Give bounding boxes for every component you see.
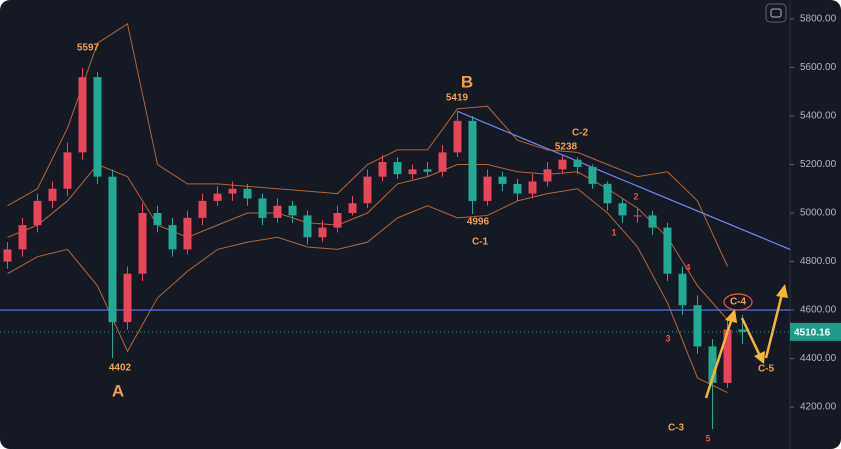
y-tick-label: 4800.00 (800, 256, 837, 267)
candle-body (243, 188, 252, 199)
y-tick-label: 5600.00 (800, 62, 837, 73)
candle-body (423, 169, 432, 172)
candle-body (258, 198, 267, 218)
candle-body (168, 225, 177, 250)
candle-body (408, 169, 417, 175)
candle-body (303, 215, 312, 238)
wave-label: B (461, 72, 473, 91)
y-tick-label: 5400.00 (800, 111, 837, 122)
y-tick-label: 5000.00 (800, 208, 837, 219)
candle-body (393, 162, 402, 175)
y-tick-label: 5800.00 (800, 14, 837, 25)
candle-body (723, 329, 732, 383)
candle-body (378, 162, 387, 177)
candle-body (63, 152, 72, 189)
candle-body (138, 213, 147, 274)
wave-label: 4996 (467, 217, 490, 228)
price-tag-label: 4510.16 (794, 327, 831, 338)
candle-body (438, 152, 447, 172)
wave-label: C-5 (758, 364, 775, 375)
wave-label: C-3 (668, 423, 685, 434)
candle-body (93, 77, 102, 177)
settings-button[interactable] (765, 3, 787, 23)
candle-body (648, 215, 657, 228)
candle-body (78, 77, 87, 153)
highlight-circle (723, 293, 753, 311)
candle-body (573, 159, 582, 167)
candle-body (318, 227, 327, 238)
wave-label: C-2 (572, 128, 589, 139)
candle-body (603, 183, 612, 204)
wave-label: A (112, 381, 124, 400)
candle-body (708, 346, 717, 383)
candle-body (498, 176, 507, 184)
candle-body (108, 176, 117, 323)
candle-body (663, 227, 672, 274)
candle-body (618, 203, 627, 216)
arrow (740, 317, 762, 357)
candle-body (213, 193, 222, 201)
candle-body (588, 166, 597, 184)
candle-body (693, 305, 702, 347)
wave-label: 5419 (446, 93, 469, 104)
candle-body (198, 200, 207, 218)
candle-body (738, 329, 747, 332)
candle-body (333, 213, 342, 228)
candle-body (483, 176, 492, 201)
candle-body (288, 205, 297, 216)
wave-label: 4 (685, 262, 690, 272)
candle-body (273, 205, 282, 218)
arrow-head (776, 284, 788, 298)
y-tick-label: 5200.00 (800, 159, 837, 170)
y-tick-label: 4400.00 (800, 353, 837, 364)
wave-label: 4402 (109, 363, 132, 374)
candle-body (633, 215, 642, 217)
candle-body (558, 159, 567, 170)
candle-body (468, 120, 477, 201)
arrow (704, 317, 734, 399)
candle-body (228, 188, 237, 194)
wave-label: 2 (633, 191, 638, 201)
wave-label: 5238 (555, 142, 578, 153)
wave-arrows (704, 284, 788, 399)
wave-label: 5597 (77, 43, 100, 54)
trendline (457, 110, 791, 250)
candle-body (3, 249, 12, 262)
wave-label: 1 (611, 227, 616, 237)
candle-body (33, 200, 42, 226)
candle-body (513, 183, 522, 194)
wave-label: 3 (665, 333, 670, 343)
candle-body (348, 203, 357, 214)
candle-body (453, 120, 462, 153)
price-tag (790, 322, 841, 341)
candle-body (363, 176, 372, 204)
candle-body (543, 169, 552, 182)
wave-label: C-1 (472, 237, 489, 248)
y-tick-label: 4600.00 (800, 305, 837, 316)
bollinger-band (7, 188, 728, 393)
candle-body (183, 217, 192, 250)
wave-label: C-4 (730, 297, 747, 308)
y-tick-label: 4200.00 (800, 402, 837, 413)
candle-body (18, 225, 27, 250)
candle-body (123, 273, 132, 323)
bollinger-band (7, 22, 728, 267)
candle-body (48, 188, 57, 201)
wave-label: 5 (705, 433, 710, 443)
arrow (764, 293, 784, 359)
candle-body (153, 213, 162, 226)
candle-body (678, 273, 687, 306)
arrow-head (725, 309, 737, 323)
arrow-head (754, 351, 765, 364)
settings-icon (770, 8, 782, 18)
candle-body (528, 181, 537, 194)
